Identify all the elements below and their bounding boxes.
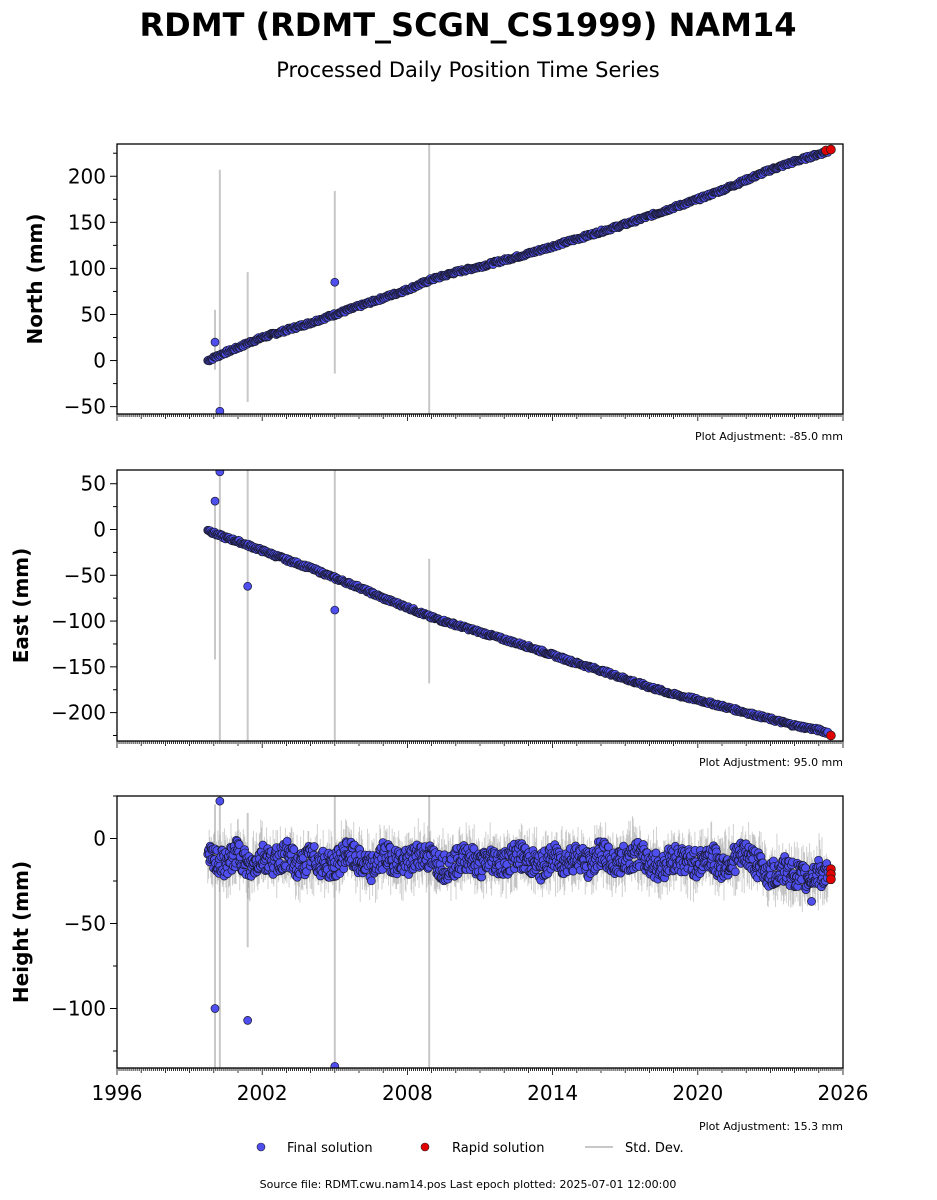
data-point-final — [730, 867, 740, 877]
y-tick-label: −150 — [51, 655, 106, 679]
data-point-outlier — [215, 796, 225, 806]
y-tick-label: 0 — [93, 518, 106, 542]
x-tick-label: 2008 — [382, 1081, 433, 1105]
data-point-outlier — [330, 605, 340, 615]
legend-rapid-label: Rapid solution — [452, 1141, 544, 1156]
plot-adjustment-note: Plot Adjustment: 95.0 mm — [699, 756, 843, 769]
x-tick-label: 2014 — [527, 1081, 578, 1105]
y-tick-label: 0 — [93, 827, 106, 851]
y-tick-label: 150 — [68, 210, 106, 234]
data-point-final — [309, 842, 319, 851]
data-point-final — [234, 840, 244, 849]
x-tick-label: 1996 — [92, 1081, 143, 1105]
x-tick-label: 2002 — [237, 1081, 288, 1105]
panel-2: −200 −150 −100 −50 0 50 East (mm) Plot Adjustme… — [9, 469, 844, 769]
plot-adjustment-note: Plot Adjustment: 15.3 mm — [699, 1120, 843, 1133]
data-point-final — [651, 848, 661, 858]
x-tick-label: 2026 — [818, 1081, 869, 1105]
legend-final-marker — [256, 1142, 266, 1152]
plot-adjustment-note: Plot Adjustment: -85.0 mm — [695, 430, 843, 443]
legend-rapid-marker — [420, 1142, 430, 1152]
y-tick-label: −50 — [64, 563, 106, 587]
data-point-outlier — [807, 897, 816, 906]
panel-3: −100 −50 0 1996 2002 2008 2014 2020 2026 Height (… — [9, 795, 869, 1133]
data-point-outlier — [215, 470, 225, 477]
plot-frame — [116, 469, 844, 742]
y-tick-label: 100 — [68, 256, 106, 280]
legend-final-label: Final solution — [287, 1141, 373, 1156]
panels: −50 0 50 100 150 200 North (mm) Plot Adjustment… — [9, 143, 869, 1133]
data-point-outlier — [210, 496, 220, 506]
y-tick-label: 50 — [81, 302, 106, 326]
data-point-outlier — [243, 581, 253, 591]
data-point-outlier — [215, 406, 225, 414]
data-point-final — [289, 845, 299, 854]
y-tick-label: −100 — [51, 609, 106, 633]
y-tick-label: −50 — [64, 395, 106, 419]
data-point-final — [604, 842, 613, 852]
data-point-rapid — [826, 874, 836, 885]
data-point-final — [366, 876, 376, 886]
data-point-outlier — [210, 1004, 220, 1013]
y-tick-label: 50 — [81, 472, 106, 496]
data-point-rapid — [826, 730, 836, 741]
y-axis-label: North (mm) — [23, 213, 47, 344]
legend: Final solution Rapid solution Std. Dev. — [256, 1141, 684, 1156]
data-point-final — [801, 863, 810, 873]
data-point-outlier — [330, 277, 340, 287]
figure-subtitle: Processed Daily Position Time Series — [276, 58, 660, 82]
panel-1: −50 0 50 100 150 200 North (mm) Plot Adjustment… — [23, 143, 844, 443]
plot-area — [203, 470, 836, 741]
y-tick-label: −100 — [51, 997, 106, 1021]
y-tick-label: −200 — [51, 701, 106, 725]
legend-std-label: Std. Dev. — [625, 1141, 684, 1156]
data-point-final — [282, 836, 292, 846]
data-point-outlier — [210, 337, 220, 347]
y-tick-label: −50 — [64, 912, 106, 936]
figure-title: RDMT (RDMT_SCGN_CS1999) NAM14 — [140, 6, 797, 44]
data-point-outlier — [330, 1061, 340, 1068]
x-tick-label: 2020 — [672, 1081, 723, 1105]
plot-area — [203, 796, 836, 1068]
plot-area — [203, 144, 836, 414]
y-tick-label: 0 — [93, 349, 106, 373]
footer-source: Source file: RDMT.cwu.nam14.pos Last epo… — [260, 1178, 677, 1191]
y-axis-label: East (mm) — [9, 548, 33, 664]
y-axis-label: Height (mm) — [9, 861, 33, 1003]
y-tick-label: 200 — [68, 164, 106, 188]
data-point-rapid — [826, 144, 836, 155]
data-point-outlier — [243, 1016, 253, 1025]
